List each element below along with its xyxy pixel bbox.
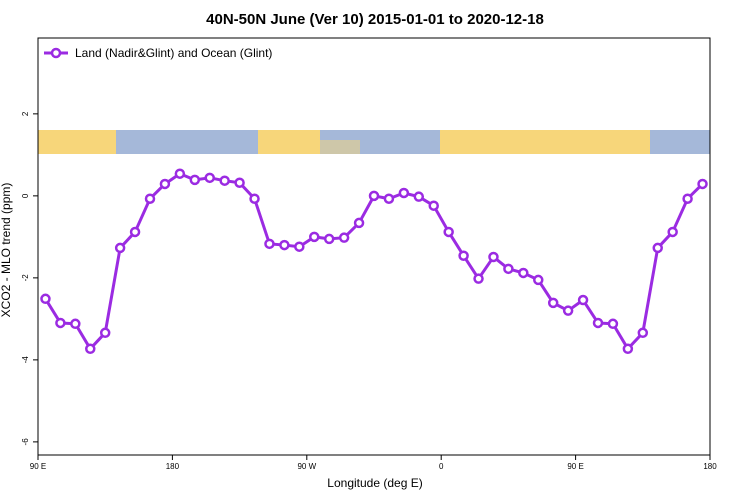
- legend: Land (Nadir&Glint) and Ocean (Glint): [44, 46, 272, 60]
- x-axis-label: Longitude (deg E): [327, 476, 422, 490]
- data-point: [159, 178, 171, 190]
- data-point: [338, 232, 350, 243]
- data-point: [309, 231, 320, 243]
- data-point: [264, 238, 275, 250]
- data-point: [697, 178, 708, 190]
- y-tick-label: 2: [21, 111, 30, 116]
- x-tick-label: 90 W: [297, 462, 316, 471]
- data-point: [99, 327, 111, 339]
- data-point: [652, 242, 663, 254]
- x-tick-label: 90 E: [30, 462, 46, 471]
- data-point: [518, 267, 529, 279]
- data-point: [294, 241, 305, 252]
- map-strip: [38, 130, 710, 154]
- x-tick-label: 90 E: [567, 462, 583, 471]
- data-point: [533, 274, 544, 286]
- y-tick-label: 0: [21, 193, 30, 198]
- data-point: [428, 200, 439, 211]
- data-point: [40, 293, 51, 305]
- data-point: [458, 250, 469, 261]
- data-point: [637, 327, 649, 339]
- data-point: [55, 317, 66, 329]
- data-point: [204, 172, 215, 184]
- data-point: [547, 297, 559, 309]
- data-point: [473, 273, 484, 284]
- data-point: [667, 226, 678, 238]
- plot-frame: [37, 37, 711, 456]
- data-point: [503, 263, 514, 275]
- data-point: [622, 343, 634, 355]
- data-point: [383, 193, 395, 204]
- data-point: [189, 174, 201, 186]
- x-tick-label: 0: [439, 462, 444, 471]
- legend-marker: [50, 47, 62, 59]
- y-tick-label: -4: [21, 356, 30, 364]
- data-point: [413, 191, 425, 202]
- data-point: [577, 294, 589, 306]
- data-point: [323, 233, 335, 245]
- x-tick-label: 180: [703, 462, 717, 471]
- y-axis-label: XCO2 - MLO trend (ppm): [0, 183, 13, 318]
- data-point: [682, 193, 693, 204]
- data-point: [562, 305, 574, 316]
- chart-title: 40N-50N June (Ver 10) 2015-01-01 to 2020…: [206, 11, 544, 28]
- data-point: [488, 251, 499, 263]
- data-point: [144, 193, 156, 204]
- data-point: [129, 226, 141, 238]
- legend-label: Land (Nadir&Glint) and Ocean (Glint): [75, 46, 272, 60]
- x-tick-label: 180: [166, 462, 180, 471]
- data-point: [219, 175, 230, 186]
- y-tick-label: -6: [21, 438, 30, 446]
- data-point: [174, 168, 186, 179]
- data-point: [368, 190, 380, 202]
- data-point: [249, 193, 260, 204]
- y-tick-label: -2: [21, 274, 30, 282]
- data-point: [607, 318, 619, 330]
- data-point: [353, 217, 365, 229]
- data-point: [85, 343, 96, 355]
- data-point: [234, 177, 245, 188]
- data-point: [70, 318, 81, 330]
- data-point: [114, 242, 126, 254]
- data-point: [592, 317, 604, 329]
- data-point: [279, 239, 290, 251]
- data-point: [443, 226, 454, 238]
- data-point: [398, 187, 410, 199]
